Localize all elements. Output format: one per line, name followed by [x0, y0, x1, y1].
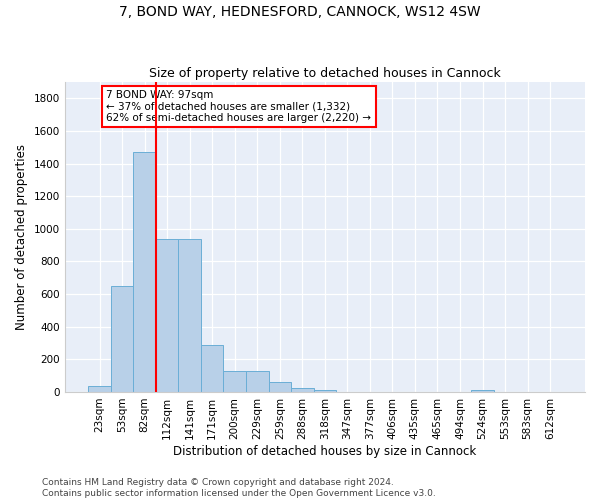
- Bar: [201, 344, 223, 392]
- Bar: [314, 390, 336, 392]
- Bar: [223, 371, 246, 392]
- Text: 7, BOND WAY, HEDNESFORD, CANNOCK, WS12 4SW: 7, BOND WAY, HEDNESFORD, CANNOCK, WS12 4…: [119, 5, 481, 19]
- Bar: [291, 388, 314, 392]
- Bar: [156, 240, 178, 392]
- Text: 7 BOND WAY: 97sqm
← 37% of detached houses are smaller (1,332)
62% of semi-detac: 7 BOND WAY: 97sqm ← 37% of detached hous…: [106, 90, 371, 123]
- Bar: [178, 240, 201, 392]
- Bar: [246, 371, 269, 392]
- Text: Contains HM Land Registry data © Crown copyright and database right 2024.
Contai: Contains HM Land Registry data © Crown c…: [42, 478, 436, 498]
- X-axis label: Distribution of detached houses by size in Cannock: Distribution of detached houses by size …: [173, 444, 476, 458]
- Y-axis label: Number of detached properties: Number of detached properties: [15, 144, 28, 330]
- Bar: [111, 286, 133, 392]
- Title: Size of property relative to detached houses in Cannock: Size of property relative to detached ho…: [149, 66, 501, 80]
- Bar: [88, 386, 111, 392]
- Bar: [133, 152, 156, 392]
- Bar: [471, 390, 494, 392]
- Bar: [269, 382, 291, 392]
